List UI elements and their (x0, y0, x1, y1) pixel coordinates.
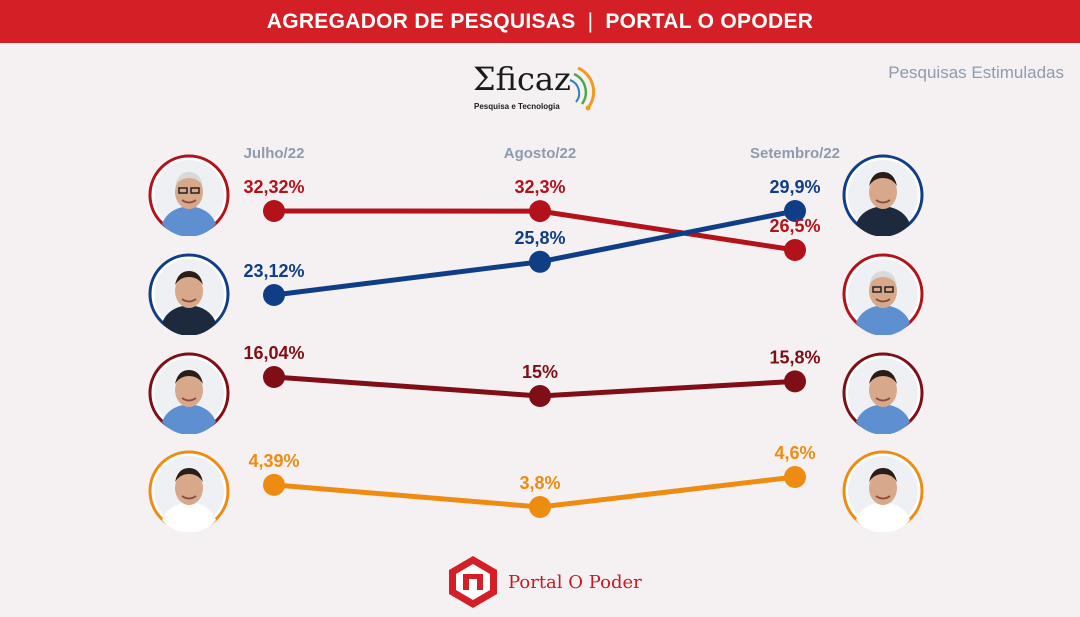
candidate-avatar-orange-right (842, 450, 924, 532)
candidate-avatar-red-right (842, 253, 924, 335)
logo-swirl-icon (569, 66, 596, 111)
person-portrait-icon (842, 450, 924, 532)
data-point-orange (784, 466, 806, 488)
data-point-blue (529, 250, 551, 273)
logo-wordmark: Σficaz (473, 60, 571, 98)
data-label-orange: 3,8% (519, 473, 560, 493)
header-portal: PORTAL O OPODER (605, 9, 814, 33)
eficaz-logo: Σficaz Pesquisa e Tecnologia (470, 60, 610, 122)
candidate-avatar-red-left (148, 154, 230, 236)
data-label-darkred: 15,8% (769, 347, 820, 367)
portal-logo-icon (449, 556, 497, 608)
candidate-avatar-darkred-left (148, 352, 230, 434)
data-label-darkred: 15% (522, 362, 558, 382)
portal-o-poder-logo: Portal O Poder (446, 553, 642, 611)
person-portrait-icon (842, 352, 924, 434)
data-point-blue (263, 284, 285, 306)
person-portrait-icon (148, 253, 230, 335)
data-label-red: 32,3% (514, 177, 565, 197)
data-label-red: 26,5% (769, 216, 820, 236)
data-label-blue: 25,8% (514, 228, 565, 248)
person-portrait-icon (842, 154, 924, 236)
candidate-avatar-orange-left (148, 450, 230, 532)
header-separator: | (587, 9, 594, 33)
logo-tagline: Pesquisa e Tecnologia (474, 102, 560, 111)
data-point-orange (529, 496, 551, 518)
candidate-avatar-blue-left (148, 253, 230, 335)
data-point-blue (784, 200, 806, 222)
person-portrait-icon (148, 450, 230, 532)
footer-brand: Portal O Poder (508, 571, 642, 593)
data-label-blue: 23,12% (243, 261, 304, 281)
person-portrait-icon (148, 352, 230, 434)
chart-subtitle: Pesquisas Estimuladas (888, 63, 1064, 82)
data-point-darkred (263, 366, 285, 388)
data-point-red (529, 200, 551, 223)
data-label-blue: 29,9% (769, 177, 820, 197)
header-bar: AGREGADOR DE PESQUISAS | PORTAL O OPODER (0, 0, 1080, 43)
data-label-red: 32,32% (243, 177, 304, 197)
data-label-orange: 4,39% (248, 451, 299, 471)
person-portrait-icon (148, 154, 230, 236)
data-point-darkred (784, 370, 806, 393)
data-point-orange (263, 473, 285, 496)
x-tick-label: Setembro/22 (750, 145, 840, 162)
x-tick-label: Julho/22 (244, 145, 305, 162)
candidate-avatar-darkred-right (842, 352, 924, 434)
data-point-red (263, 200, 285, 222)
person-portrait-icon (842, 253, 924, 335)
x-tick-label: Agosto/22 (504, 145, 577, 162)
candidate-avatar-blue-right (842, 154, 924, 236)
data-label-orange: 4,6% (774, 443, 815, 463)
data-point-darkred (529, 385, 551, 407)
data-point-red (784, 239, 806, 261)
data-label-darkred: 16,04% (243, 343, 304, 363)
header-title: AGREGADOR DE PESQUISAS (266, 9, 576, 33)
